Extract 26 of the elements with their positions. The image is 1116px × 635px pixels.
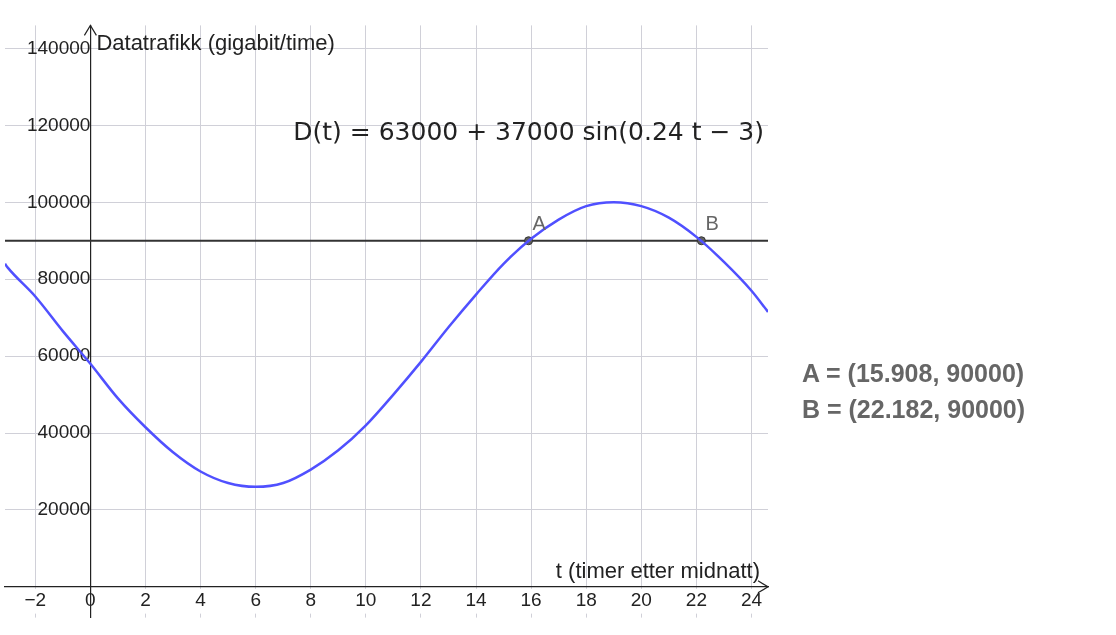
text: A = (15.908, 90000) — [802, 358, 1026, 389]
text: B = (22.182, 90000) — [802, 394, 1026, 425]
x-tick-label: −2 — [24, 589, 47, 611]
x-tick-label: 24 — [740, 589, 763, 611]
x-tick-label: 2 — [140, 589, 151, 611]
x-tick-label: 8 — [305, 589, 317, 611]
y-tick-label: 40000 — [37, 421, 91, 443]
x-tick-label: 4 — [195, 589, 207, 611]
annotation: D(t) = 63000 + 37000 sin(0.24 t − 3) — [293, 116, 764, 146]
y-tick-label: 120000 — [26, 113, 91, 135]
x-tick-label: 22 — [685, 589, 707, 611]
x-tick-label: 6 — [250, 589, 261, 611]
y-tick-label: 20000 — [37, 498, 91, 520]
y-axis-title: Datatrafikk (gigabit/time) — [96, 30, 335, 56]
y-tick-label: 80000 — [37, 267, 91, 289]
x-tick-label: 10 — [355, 589, 377, 611]
series-label: A — [532, 212, 547, 235]
series-label: B — [705, 212, 719, 235]
x-tick-label: 12 — [410, 589, 432, 611]
x-tick-label: 18 — [575, 589, 597, 611]
y-tick-label: 140000 — [26, 36, 91, 58]
x-axis-title: t (timer etter midnatt) — [555, 557, 760, 583]
x-tick-label: 14 — [465, 589, 488, 611]
x-tick-label: 16 — [520, 589, 542, 611]
x-tick-label: 20 — [630, 589, 652, 611]
y-tick-label: 100000 — [26, 190, 91, 212]
